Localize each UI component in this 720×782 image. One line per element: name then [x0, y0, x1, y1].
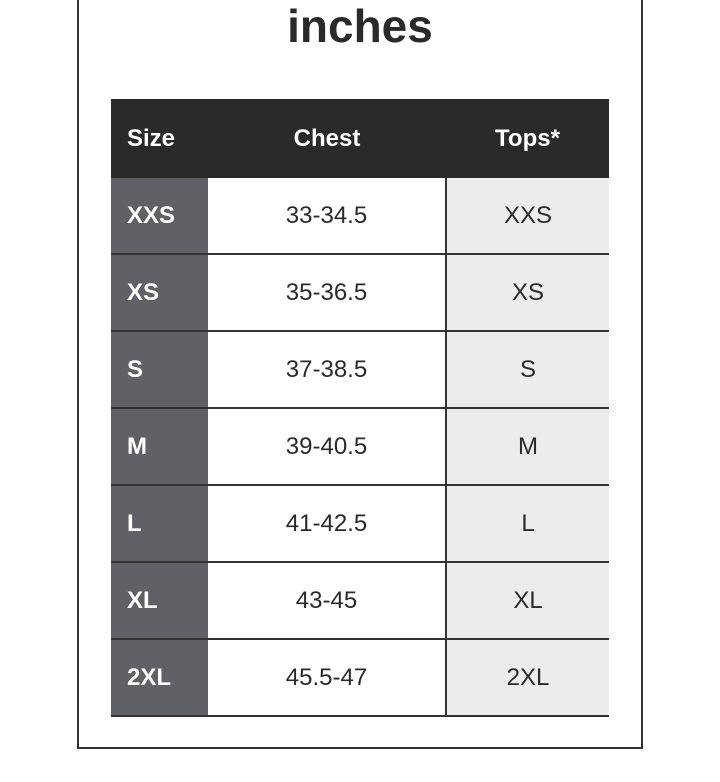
size-cell: S	[111, 331, 208, 409]
size-chart-frame	[77, 0, 643, 749]
tops-cell: L	[446, 485, 609, 563]
table-row: M 39-40.5 M	[111, 408, 609, 486]
table-row: 2XL 45.5-47 2XL	[111, 639, 609, 717]
header-chest: Chest	[208, 99, 446, 178]
tops-cell: M	[446, 408, 609, 486]
chest-cell: 41-42.5	[208, 485, 447, 563]
tops-cell: XL	[446, 562, 609, 640]
header-row: Size Chest Tops*	[111, 99, 609, 178]
tops-cell: 2XL	[446, 639, 609, 717]
size-chart-table: Size Chest Tops* XXS 33-34.5 XXS XS 35-36.5 X…	[111, 99, 609, 717]
chest-cell: 45.5-47	[208, 639, 447, 717]
chest-cell: 33-34.5	[208, 178, 447, 255]
size-cell: L	[111, 485, 208, 563]
size-cell: XXS	[111, 178, 208, 255]
size-cell: XL	[111, 562, 208, 640]
tops-cell: XXS	[446, 178, 609, 255]
chest-cell: 39-40.5	[208, 408, 447, 486]
units-title: inches	[287, 0, 433, 52]
size-cell: XS	[111, 254, 208, 332]
size-cell: M	[111, 408, 208, 486]
header-size: Size	[111, 99, 208, 178]
tops-cell: S	[446, 331, 609, 409]
tops-cell: XS	[446, 254, 609, 332]
header-tops: Tops*	[446, 99, 609, 178]
table-row: L 41-42.5 L	[111, 485, 609, 563]
chest-cell: 35-36.5	[208, 254, 447, 332]
chest-cell: 43-45	[208, 562, 447, 640]
table-row: XL 43-45 XL	[111, 562, 609, 640]
table-row: S 37-38.5 S	[111, 331, 609, 409]
table-row: XS 35-36.5 XS	[111, 254, 609, 332]
table-row: XXS 33-34.5 XXS	[111, 178, 609, 255]
chest-cell: 37-38.5	[208, 331, 447, 409]
size-cell: 2XL	[111, 639, 208, 717]
